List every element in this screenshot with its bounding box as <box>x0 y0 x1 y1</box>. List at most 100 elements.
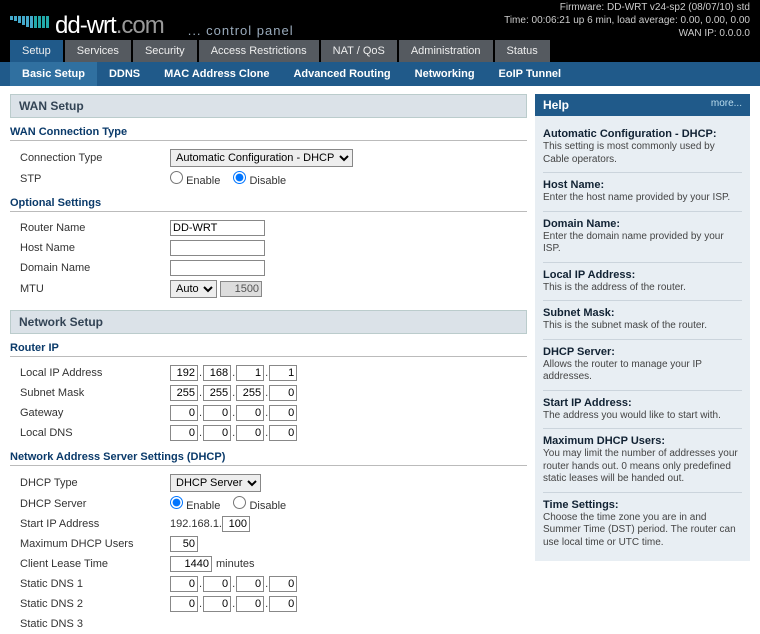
lease-units: minutes <box>216 558 255 570</box>
subnet-mask-label: Subnet Mask <box>20 387 170 399</box>
static-dns-1-label: Static DNS 1 <box>20 578 170 590</box>
help-title: Help <box>543 98 569 112</box>
help-text: You may limit the number of addresses yo… <box>543 448 742 486</box>
sub-tab-eoip-tunnel[interactable]: EoIP Tunnel <box>487 62 574 86</box>
static-dns-1-oct-1[interactable] <box>170 576 198 592</box>
static-dns-2-oct-2[interactable] <box>203 596 231 612</box>
domain-name-label: Domain Name <box>20 262 170 274</box>
help-text: This is the address of the router. <box>543 282 742 295</box>
help-text: This setting is most commonly used by Ca… <box>543 141 742 166</box>
local-ip-oct-4[interactable] <box>269 365 297 381</box>
static-dns-2-oct-4[interactable] <box>269 596 297 612</box>
help-heading: Maximum DHCP Users: <box>543 435 742 447</box>
local-ip-label: Local IP Address <box>20 367 170 379</box>
help-more-link[interactable]: more... <box>711 98 742 112</box>
optional-settings-heading: Optional Settings <box>10 195 527 212</box>
static-dns3-label: Static DNS 3 <box>20 618 170 630</box>
local-ip-oct-1[interactable] <box>170 365 198 381</box>
sub-tab-basic-setup[interactable]: Basic Setup <box>10 62 97 86</box>
help-body: Automatic Configuration - DHCP:This sett… <box>535 116 750 561</box>
logo-subtitle: ... control panel <box>188 23 294 38</box>
main-tab-security[interactable]: Security <box>133 40 197 62</box>
local-dns-oct-1[interactable] <box>170 425 198 441</box>
lease-time-label: Client Lease Time <box>20 558 170 570</box>
help-text: Choose the time zone you are in and Summ… <box>543 512 742 550</box>
subnet-mask-oct-4[interactable] <box>269 385 297 401</box>
wan-connection-type-heading: WAN Connection Type <box>10 124 527 141</box>
sub-tabs: Basic SetupDDNSMAC Address CloneAdvanced… <box>0 62 760 86</box>
network-setup-title: Network Setup <box>10 310 527 334</box>
mtu-mode-select[interactable]: Auto <box>170 280 217 298</box>
main-tab-status[interactable]: Status <box>495 40 550 62</box>
lease-time-input[interactable] <box>170 556 212 572</box>
help-heading: Start IP Address: <box>543 397 742 409</box>
static-dns-2-label: Static DNS 2 <box>20 598 170 610</box>
dhcp-disable-radio[interactable] <box>233 496 246 509</box>
subnet-mask-oct-2[interactable] <box>203 385 231 401</box>
help-heading: Subnet Mask: <box>543 307 742 319</box>
start-ip-input[interactable] <box>222 516 250 532</box>
local-dns-oct-4[interactable] <box>269 425 297 441</box>
local-dns-label: Local DNS <box>20 427 170 439</box>
dhcp-type-label: DHCP Type <box>20 477 170 489</box>
help-heading: DHCP Server: <box>543 346 742 358</box>
local-dns-oct-2[interactable] <box>203 425 231 441</box>
gateway-oct-4[interactable] <box>269 405 297 421</box>
dhcp-type-select[interactable]: DHCP Server <box>170 474 261 492</box>
local-dns-oct-3[interactable] <box>236 425 264 441</box>
host-name-label: Host Name <box>20 242 170 254</box>
help-title-bar: Help more... <box>535 94 750 116</box>
logo-text: dd-wrt.com <box>55 12 164 40</box>
main-tab-setup[interactable]: Setup <box>10 40 63 62</box>
main-tabs: SetupServicesSecurityAccess Restrictions… <box>0 40 760 62</box>
router-name-label: Router Name <box>20 222 170 234</box>
host-name-input[interactable] <box>170 240 265 256</box>
connection-type-label: Connection Type <box>20 152 170 164</box>
wan-ip-text: WAN IP: 0.0.0.0 <box>504 27 750 40</box>
help-text: The address you would like to start with… <box>543 410 742 423</box>
sub-tab-mac-address-clone[interactable]: MAC Address Clone <box>152 62 281 86</box>
mtu-label: MTU <box>20 283 170 295</box>
stp-disable-radio[interactable] <box>233 171 246 184</box>
main-tab-services[interactable]: Services <box>65 40 131 62</box>
gateway-oct-3[interactable] <box>236 405 264 421</box>
main-tab-nat-qos[interactable]: NAT / QoS <box>321 40 397 62</box>
help-text: Enter the host name provided by your ISP… <box>543 192 742 205</box>
router-ip-heading: Router IP <box>10 340 527 357</box>
help-heading: Automatic Configuration - DHCP: <box>543 128 742 140</box>
help-text: Allows the router to manage your IP addr… <box>543 359 742 384</box>
gateway-oct-1[interactable] <box>170 405 198 421</box>
subnet-mask-oct-3[interactable] <box>236 385 264 401</box>
connection-type-select[interactable]: Automatic Configuration - DHCP <box>170 149 353 167</box>
stp-label: STP <box>20 173 170 185</box>
local-ip-oct-2[interactable] <box>203 365 231 381</box>
logo-bars-icon <box>10 16 49 28</box>
dhcp-enable-radio[interactable] <box>170 496 183 509</box>
help-text: This is the subnet mask of the router. <box>543 320 742 333</box>
logo: dd-wrt.com ... control panel <box>10 12 294 40</box>
sub-tab-networking[interactable]: Networking <box>403 62 487 86</box>
main-tab-administration[interactable]: Administration <box>399 40 493 62</box>
help-heading: Local IP Address: <box>543 269 742 281</box>
uptime-text: Time: 00:06:21 up 6 min, load average: 0… <box>504 14 750 27</box>
static-dns-1-oct-4[interactable] <box>269 576 297 592</box>
help-heading: Time Settings: <box>543 499 742 511</box>
domain-name-input[interactable] <box>170 260 265 276</box>
router-name-input[interactable] <box>170 220 265 236</box>
subnet-mask-oct-1[interactable] <box>170 385 198 401</box>
mtu-value-input <box>220 281 262 297</box>
sub-tab-ddns[interactable]: DDNS <box>97 62 152 86</box>
local-ip-oct-3[interactable] <box>236 365 264 381</box>
static-dns-2-oct-1[interactable] <box>170 596 198 612</box>
start-ip-prefix: 192.168.1. <box>170 518 222 530</box>
system-info: Firmware: DD-WRT v24-sp2 (08/07/10) std … <box>504 1 750 40</box>
static-dns-1-oct-2[interactable] <box>203 576 231 592</box>
gateway-oct-2[interactable] <box>203 405 231 421</box>
main-tab-access-restrictions[interactable]: Access Restrictions <box>199 40 319 62</box>
static-dns-2-oct-3[interactable] <box>236 596 264 612</box>
sub-tab-advanced-routing[interactable]: Advanced Routing <box>281 62 402 86</box>
stp-enable-radio[interactable] <box>170 171 183 184</box>
max-dhcp-input[interactable] <box>170 536 198 552</box>
static-dns-1-oct-3[interactable] <box>236 576 264 592</box>
max-dhcp-label: Maximum DHCP Users <box>20 538 170 550</box>
